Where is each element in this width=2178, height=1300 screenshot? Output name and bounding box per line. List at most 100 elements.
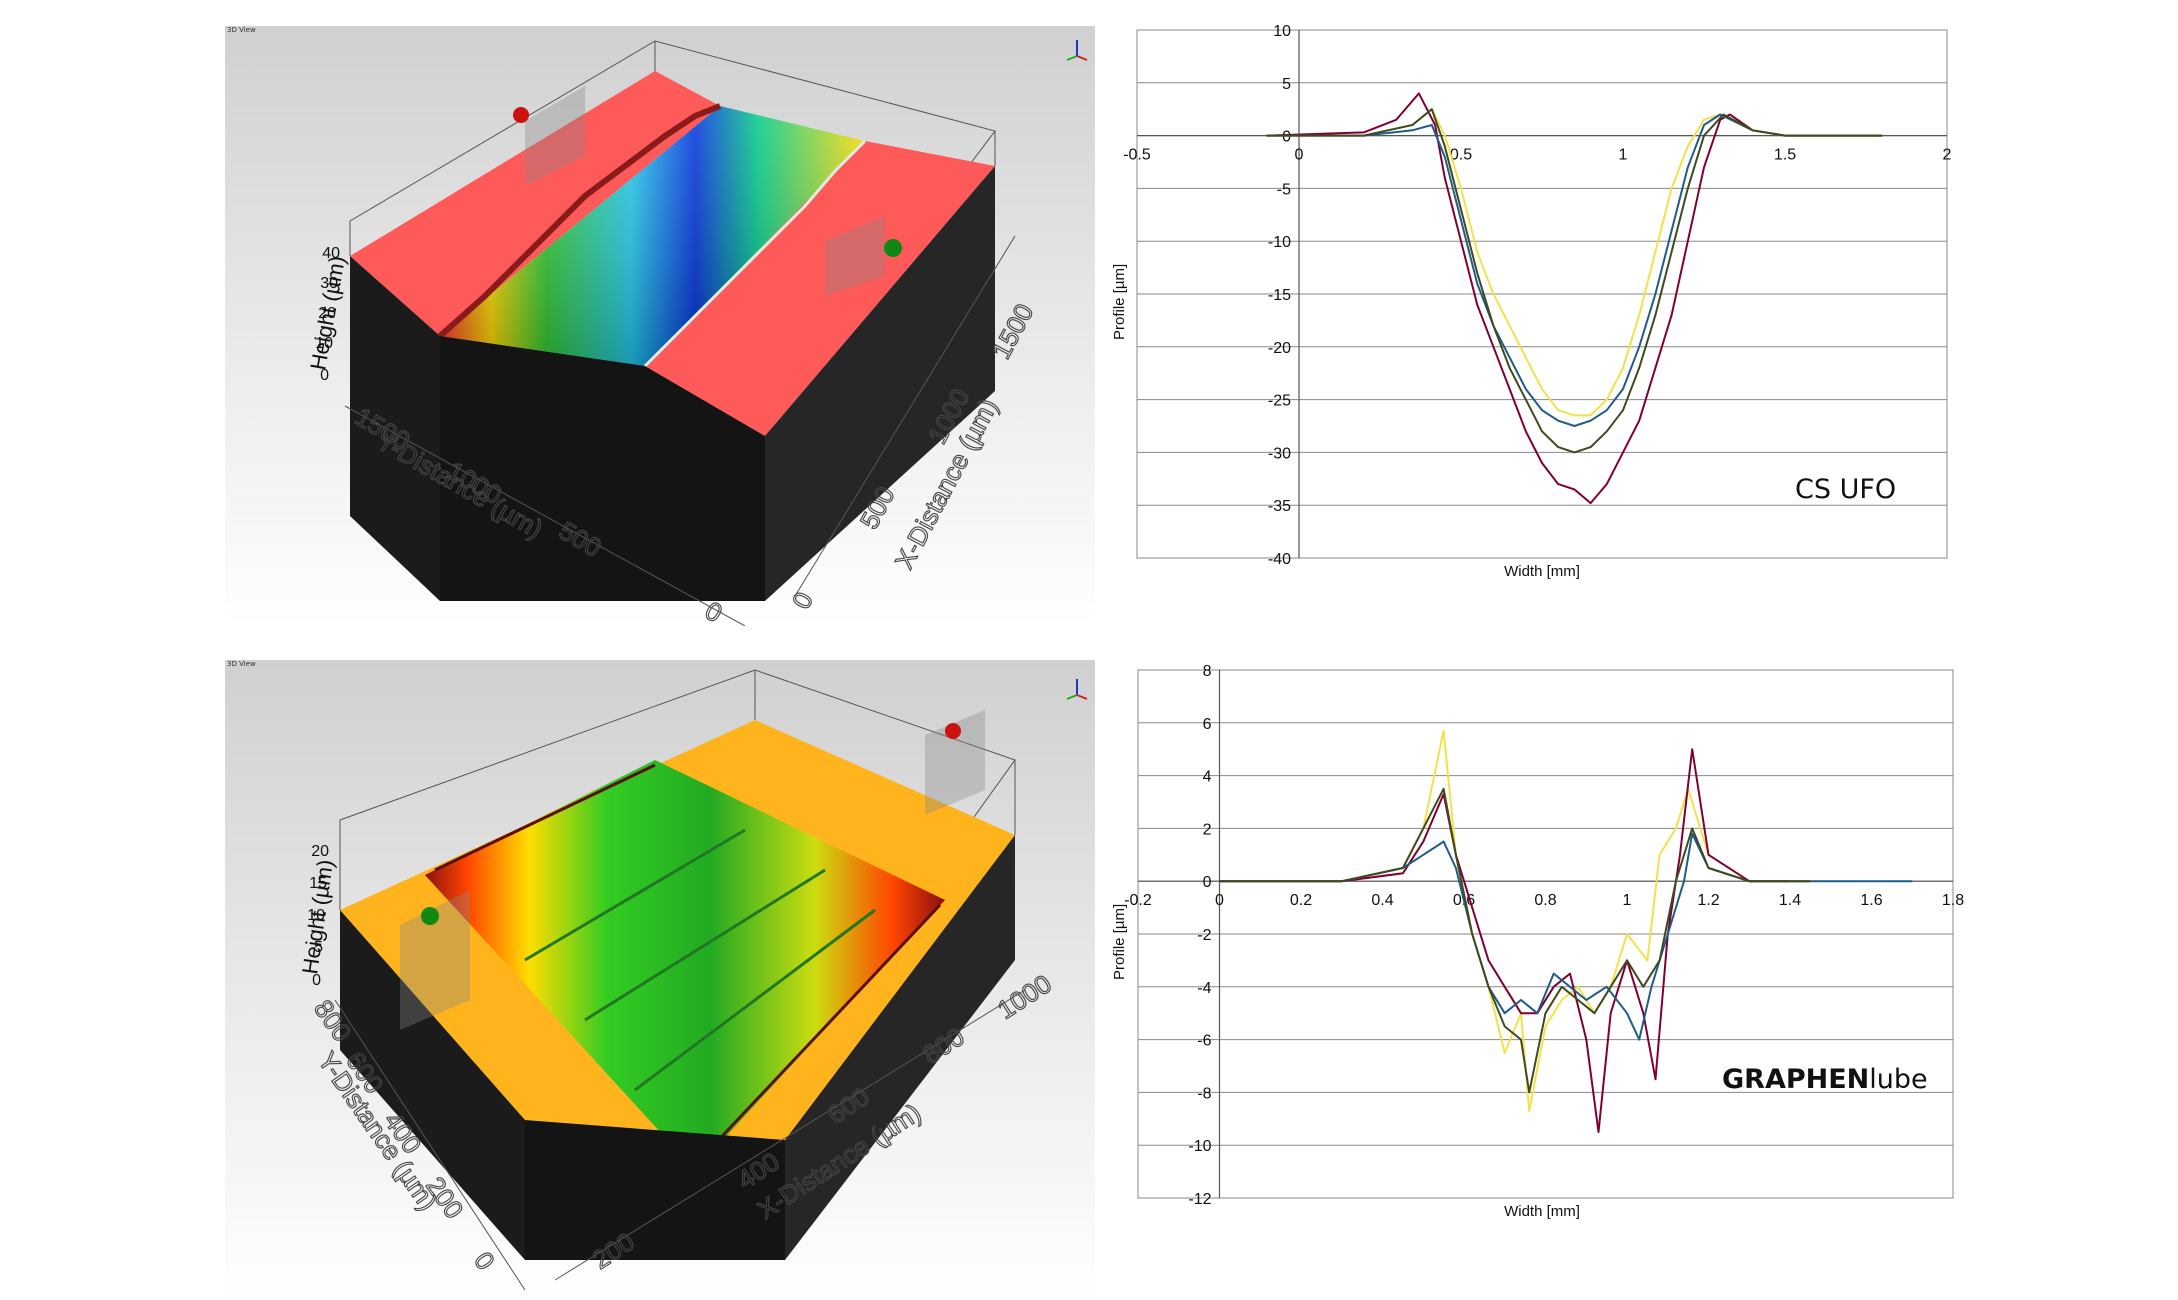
profile-chart-graphenlube: 8 6 4 2 0 -2 -4 -6 -8 -10 -12 -0.2 0 0.2 0.4 0.6 0.8 1 1.… bbox=[1110, 640, 1980, 1260]
cursor-plane-right bbox=[825, 216, 885, 296]
y-axis-label: Profile [µm] bbox=[1111, 904, 1128, 980]
profile-series bbox=[1219, 729, 1913, 1133]
wear-groove-shade bbox=[440, 106, 865, 366]
x-tick-label: 1.8 bbox=[1942, 892, 1964, 909]
x-tick-labels: -0.5 0 0.5 1 1.5 2 bbox=[1123, 147, 1951, 164]
z-axis-ticks: 0 5 10 15 20 bbox=[307, 843, 329, 989]
x-tick-label: 0 bbox=[1295, 147, 1304, 164]
z-tick: 10 bbox=[307, 907, 325, 924]
y-tick-label: -10 bbox=[1268, 234, 1291, 251]
profile-line bbox=[1219, 832, 1913, 1041]
y-tick-label: -10 bbox=[1188, 1138, 1211, 1155]
view-caption: 3D View bbox=[227, 26, 256, 34]
groove-ridges bbox=[434, 763, 942, 1167]
y-tick-labels: 10 5 0 -5 -10 -15 -20 -25 -30 -35 -40 bbox=[1268, 23, 1291, 568]
y-tick-label: 0 bbox=[1282, 129, 1291, 146]
x-tick-label: 0.4 bbox=[1371, 892, 1393, 909]
base-wall-front bbox=[525, 1120, 785, 1260]
profile-chart-cs-ufo: 10 5 0 -5 -10 -15 -20 -25 -30 -35 -40 -0.5 0 0.5 1 1.5… bbox=[1110, 0, 1980, 620]
y-axis-line bbox=[334, 999, 526, 1291]
x-tick-label: 1.5 bbox=[1774, 147, 1796, 164]
y-tick-label: 2 bbox=[1203, 821, 1212, 838]
y-tick-label: 8 bbox=[1203, 663, 1212, 680]
wear-groove bbox=[425, 760, 945, 1170]
base-wall-right bbox=[785, 835, 1015, 1260]
base-wall-left bbox=[350, 256, 440, 601]
y-tick-label: -4 bbox=[1197, 980, 1211, 997]
cursor-plane-left bbox=[525, 86, 585, 186]
y-tick-label: -12 bbox=[1188, 1191, 1211, 1208]
z-tick: 0 bbox=[312, 972, 321, 989]
z-tick: 0 bbox=[320, 367, 329, 384]
surface-3d-svg: Height (µm) 0 5 10 15 20 Y-Distance (µm)… bbox=[297, 669, 1088, 1291]
cursor-marker-green[interactable] bbox=[421, 907, 439, 925]
y-tick-label: -25 bbox=[1268, 393, 1291, 410]
orientation-axes-icon[interactable] bbox=[1066, 40, 1088, 61]
x-axis-line bbox=[554, 989, 1026, 1281]
y-tick-label: -5 bbox=[1277, 181, 1291, 198]
y-tick: 0 bbox=[468, 1246, 501, 1275]
brand-light-part: lube bbox=[1869, 1064, 1927, 1095]
chart-grid bbox=[1137, 669, 1954, 1199]
x-tick-label: 0 bbox=[1215, 892, 1224, 909]
profile-line bbox=[1219, 729, 1811, 1112]
x-tick-label: 1.6 bbox=[1860, 892, 1882, 909]
base-wall-left bbox=[340, 910, 525, 1260]
y-tick-label: 6 bbox=[1203, 716, 1212, 733]
x-axis-label: Width [mm] bbox=[1504, 563, 1580, 580]
cursor-marker-red[interactable] bbox=[945, 723, 961, 739]
cursor-marker-red[interactable] bbox=[513, 107, 529, 123]
groove-ridge-right bbox=[643, 139, 867, 368]
y-tick-label: -15 bbox=[1268, 287, 1291, 304]
x-tick-label: 0.5 bbox=[1450, 147, 1472, 164]
base-wall-right bbox=[765, 166, 995, 601]
x-tick-label: 1.2 bbox=[1697, 892, 1719, 909]
y-tick-label: -20 bbox=[1268, 340, 1291, 357]
x-tick-label: 2 bbox=[1943, 147, 1952, 164]
profile-line bbox=[1266, 108, 1883, 417]
cursor-plane-right bbox=[925, 710, 985, 815]
y-tick-label: -35 bbox=[1268, 498, 1291, 515]
profile-line bbox=[1266, 108, 1883, 454]
plateau-right bbox=[645, 141, 995, 436]
base-wall-front bbox=[440, 336, 765, 601]
y-tick-label: 10 bbox=[1273, 23, 1291, 40]
brand-label-cs-ufo: CS UFO bbox=[1795, 474, 1896, 505]
x-tick-label: -0.5 bbox=[1123, 147, 1151, 164]
y-tick-label: -6 bbox=[1197, 1033, 1211, 1050]
x-tick-label: 0.2 bbox=[1290, 892, 1312, 909]
z-tick: 20 bbox=[318, 305, 336, 322]
x-tick-label: 1 bbox=[1619, 147, 1628, 164]
x-tick-label: 1.4 bbox=[1779, 892, 1801, 909]
y-tick-label: 0 bbox=[1203, 874, 1212, 891]
x-axis-label: Width [mm] bbox=[1504, 1203, 1580, 1220]
orientation-axes-icon[interactable] bbox=[1066, 679, 1088, 700]
y-tick-label: -8 bbox=[1197, 1085, 1211, 1102]
y-tick-label: 5 bbox=[1282, 76, 1291, 93]
cursor-plane-left bbox=[400, 890, 470, 1030]
z-tick: 40 bbox=[322, 245, 340, 262]
y-tick-labels: 8 6 4 2 0 -2 -4 -6 -8 -10 -12 bbox=[1188, 663, 1211, 1208]
x-tick-label: 0.8 bbox=[1534, 892, 1556, 909]
z-tick: 10 bbox=[315, 335, 333, 352]
surface-3d-view-top: 3D View bbox=[225, 26, 1095, 626]
y-axis-line bbox=[344, 405, 746, 626]
y-tick-label: 4 bbox=[1203, 769, 1212, 786]
cursor-marker-green[interactable] bbox=[884, 239, 902, 257]
profile-series bbox=[1266, 92, 1883, 505]
profile-line bbox=[1219, 787, 1811, 1094]
groove-ridge-left bbox=[438, 103, 722, 339]
z-tick: 20 bbox=[311, 843, 329, 860]
y-tick-label: -30 bbox=[1268, 445, 1291, 462]
surface-3d-svg: Height (µm) 0 10 20 30 40 Y-Distance (µm… bbox=[305, 40, 1088, 626]
brand-label-graphenlube: GRAPHENlube bbox=[1722, 1064, 1928, 1095]
z-tick: 30 bbox=[320, 275, 338, 292]
brand-bold-part: GRAPHEN bbox=[1722, 1064, 1869, 1095]
z-axis-ticks: 0 10 20 30 40 bbox=[315, 245, 340, 384]
plateau-left bbox=[350, 71, 720, 336]
x-tick-label: 1 bbox=[1623, 892, 1632, 909]
view-caption: 3D View bbox=[227, 660, 256, 668]
chart-grid bbox=[1136, 29, 1948, 559]
